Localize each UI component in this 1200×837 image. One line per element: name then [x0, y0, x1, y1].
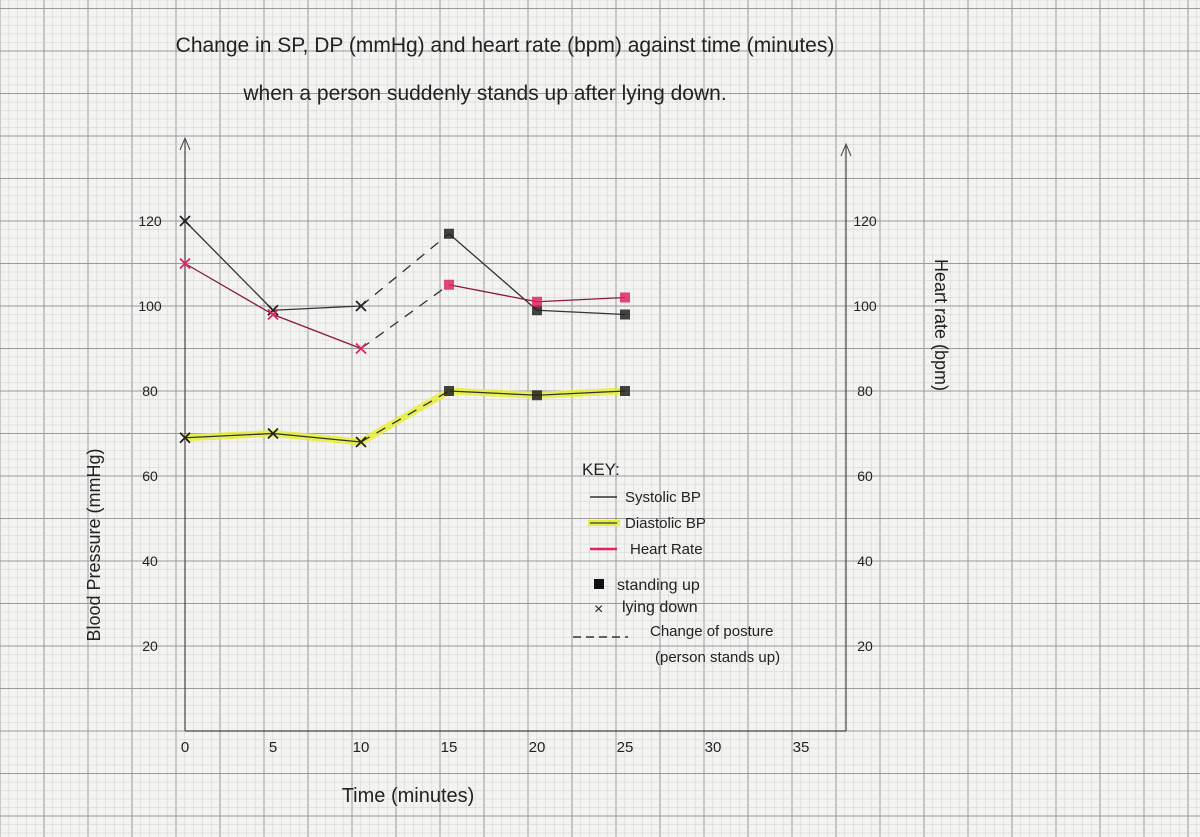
diastolic-bp-segment	[184, 432, 274, 439]
diastolic-bp-segment	[272, 432, 362, 443]
systolic-bp-segment	[448, 233, 538, 311]
legend-title: KEY:	[582, 460, 620, 479]
diastolic-bp-segment	[448, 390, 538, 396]
systolic-bp-segment	[536, 309, 626, 316]
y2-tick-label: 80	[857, 383, 873, 399]
y2-tick-label: 60	[857, 468, 873, 484]
y-tick-label: 60	[142, 468, 158, 484]
heart-rate-point-standing	[532, 296, 542, 307]
y-tick-label: 120	[138, 213, 162, 229]
y2-tick-label: 120	[853, 213, 877, 229]
y2-tick-label: 20	[857, 638, 873, 654]
heart-rate-point-standing	[444, 279, 454, 290]
x-tick-label: 15	[441, 739, 458, 756]
diastolic-bp-segment	[536, 390, 626, 396]
diastolic-bp-point-standing	[532, 390, 542, 401]
legend-label-diastolic: Diastolic BP	[625, 515, 706, 532]
systolic-bp-point-lying	[179, 215, 191, 227]
legend-square-marker	[594, 579, 604, 589]
y2-tick-label: 40	[857, 553, 873, 569]
legend-x-marker: ×	[594, 601, 603, 618]
chart-subtitle: when a person suddenly stands up after l…	[242, 82, 726, 105]
heart-rate-segment	[184, 262, 274, 316]
legend-label-posture-change: Change of posture	[650, 623, 773, 640]
systolic-bp-point-lying	[355, 300, 367, 312]
y2-axis-arrow	[840, 142, 852, 157]
heart-rate-segment	[448, 284, 538, 303]
heart-rate-point-standing	[620, 292, 630, 303]
diastolic-bp-point-lying	[179, 432, 191, 444]
heart-rate-posture-change-segment	[360, 284, 450, 350]
tick-labels: 0 5 10 15 20 25 30 35 20 40 60 80 100 120 20 40 60 80 100 1…	[138, 213, 877, 756]
legend-label-lying: lying down	[622, 599, 698, 616]
diastolic-bp-point-lying	[267, 427, 279, 440]
y-tick-label: 80	[142, 383, 158, 399]
x-tick-label: 35	[793, 739, 810, 756]
legend-label-standing: standing up	[617, 577, 700, 594]
legend-label-heart-rate: Heart Rate	[630, 541, 703, 558]
systolic-bp-posture-change-segment	[360, 233, 450, 307]
heart-rate-segment	[536, 296, 626, 303]
systolic-bp-segment	[272, 305, 362, 311]
diastolic-bp-point-standing	[620, 386, 630, 396]
x-tick-label: 0	[181, 739, 189, 756]
systolic-bp-point-standing	[444, 228, 454, 239]
x-tick-label: 30	[705, 739, 722, 756]
x-tick-label: 10	[353, 739, 370, 756]
y2-tick-label: 100	[853, 298, 877, 314]
systolic-bp-point-lying	[267, 304, 279, 316]
y-tick-label: 40	[142, 553, 158, 569]
systolic-bp-segment	[184, 220, 274, 311]
y2-axis-label: Heart rate (bpm)	[931, 259, 951, 391]
heart-rate-point-lying	[267, 308, 279, 321]
x-tick-label: 20	[529, 739, 546, 756]
systolic-bp-point-standing	[620, 309, 630, 320]
legend: KEY: Systolic BP Diastolic BP Heart Rate…	[573, 460, 780, 666]
heart-rate-segment	[272, 313, 362, 350]
y-tick-label: 100	[138, 298, 162, 314]
diastolic-bp-point-lying	[355, 436, 367, 448]
chart-title: Change in SP, DP (mmHg) and heart rate (…	[176, 34, 835, 57]
legend-label-posture-change-2: (person stands up)	[655, 649, 780, 666]
heart-rate-point-lying	[355, 342, 367, 355]
x-tick-label: 25	[617, 739, 634, 756]
y-tick-label: 20	[142, 638, 158, 654]
x-axis-label: Time (minutes)	[342, 785, 475, 807]
series-layer	[179, 215, 630, 448]
x-tick-label: 5	[269, 739, 277, 756]
y-axis-label: Blood Pressure (mmHg)	[84, 448, 104, 641]
legend-label-systolic: Systolic BP	[625, 489, 701, 506]
y-axis-arrow	[179, 136, 191, 151]
heart-rate-point-lying	[179, 257, 191, 270]
diastolic-bp-point-standing	[444, 386, 454, 396]
systolic-bp-point-standing	[532, 305, 542, 316]
